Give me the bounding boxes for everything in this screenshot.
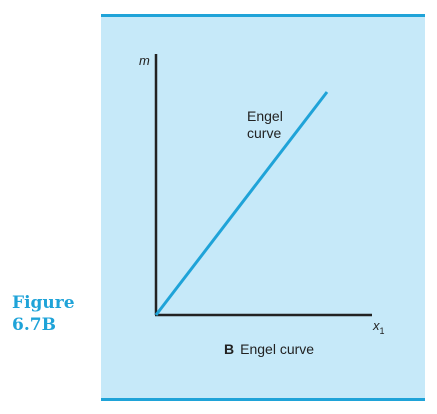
figure-label-word: Figure xyxy=(12,293,75,313)
figure-label: Figure 6.7B xyxy=(12,292,75,336)
x-axis-subscript: 1 xyxy=(380,326,385,336)
engel-curve-line xyxy=(154,91,329,316)
curve-label-line1: Engel xyxy=(247,108,283,124)
curve-label-line2: curve xyxy=(247,125,281,141)
x-axis-label: x1 xyxy=(372,318,385,336)
top-rule xyxy=(101,14,425,17)
panel-letter: B xyxy=(224,341,235,357)
y-axis-label: m xyxy=(139,53,150,68)
caption-text: Engel curve xyxy=(240,341,315,357)
bottom-rule xyxy=(101,398,425,401)
panel-caption: B Engel curve xyxy=(224,341,314,357)
figure-label-number: 6.7B xyxy=(12,315,56,335)
